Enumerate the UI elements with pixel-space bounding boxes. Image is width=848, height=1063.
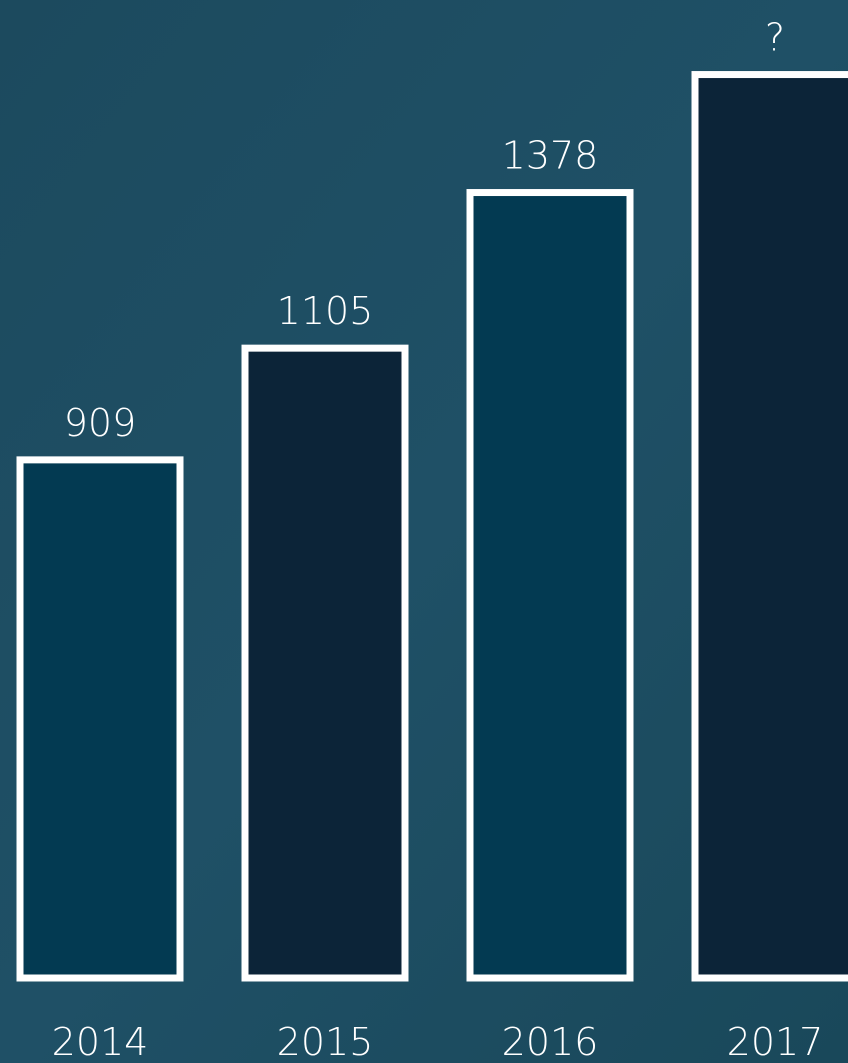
bar xyxy=(691,71,848,982)
x-tick-label: 2016 xyxy=(502,1020,599,1063)
x-tick-label: 2017 xyxy=(727,1020,824,1063)
bar xyxy=(16,456,184,982)
value-label: ? xyxy=(765,16,785,60)
x-tick-label: 2015 xyxy=(277,1020,374,1063)
value-label: 909 xyxy=(64,401,137,445)
bar xyxy=(466,189,634,982)
value-label: 1378 xyxy=(502,134,599,178)
x-tick-label: 2014 xyxy=(52,1020,149,1063)
bar xyxy=(241,344,409,982)
value-label: 1105 xyxy=(277,289,374,333)
